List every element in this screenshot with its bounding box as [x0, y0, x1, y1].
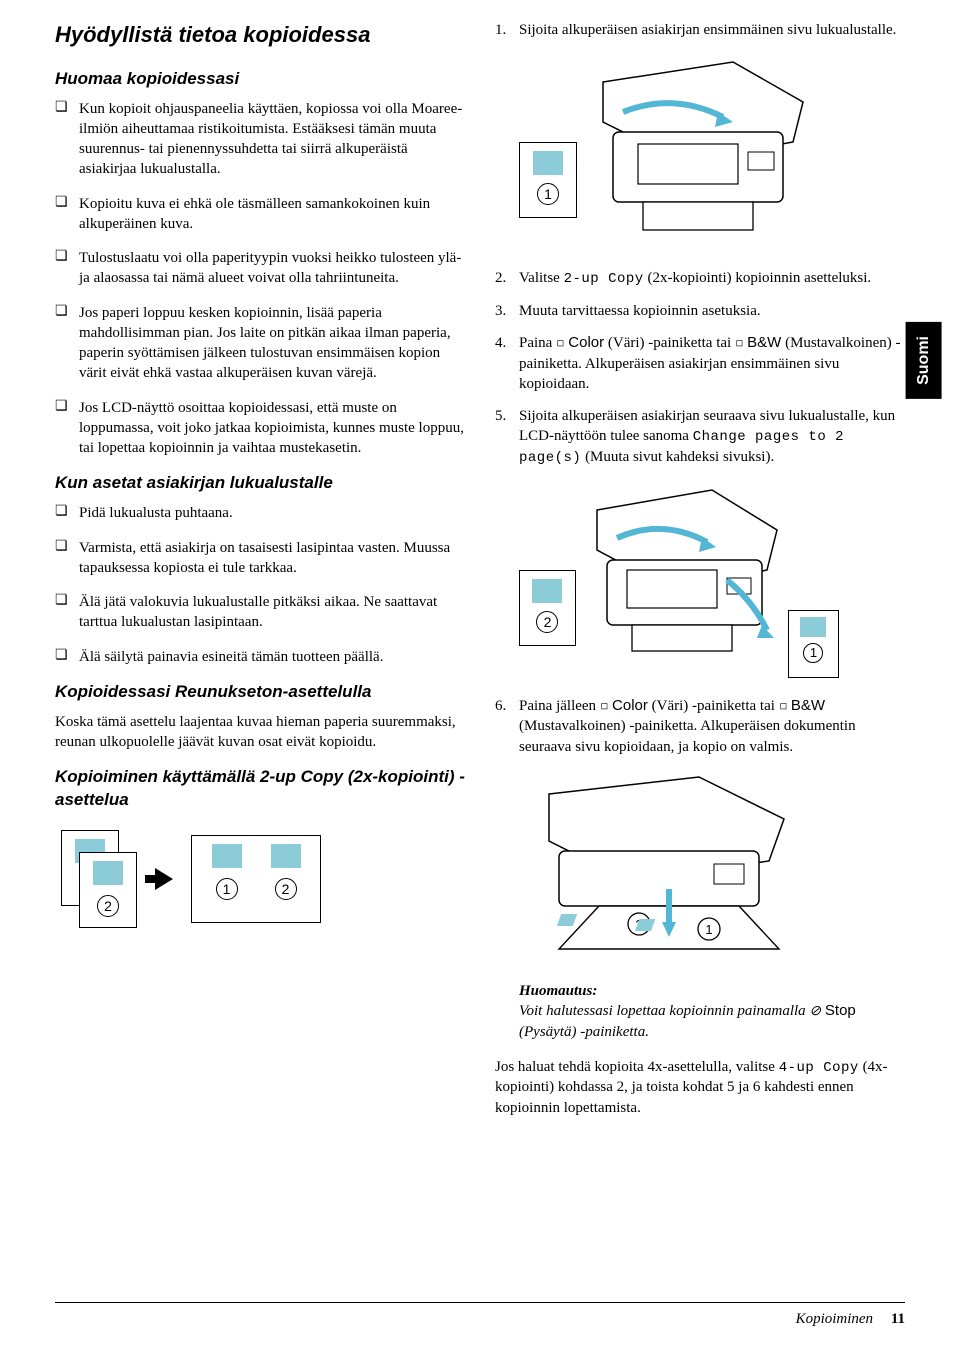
badge-2: 2: [97, 895, 119, 917]
final-paragraph: Jos haluat tehdä kopioita 4x-asettelulla…: [495, 1057, 905, 1118]
step-1: 1.Sijoita alkuperäisen asiakirjan ensimm…: [495, 20, 905, 40]
subheading-placing: Kun asetat asiakirjan lukualustalle: [55, 472, 465, 495]
step-4: 4.Paina ◇ Color (Väri) -painiketta tai ◇…: [495, 333, 905, 394]
page-footer: Kopioiminen 11: [796, 1309, 905, 1329]
main-heading: Hyödyllistä tietoa kopioidessa: [55, 20, 465, 50]
borderless-paragraph: Koska tämä asettelu laajentaa kuvaa hiem…: [55, 712, 465, 753]
left-column: Hyödyllistä tietoa kopioidessa Huomaa ko…: [55, 20, 465, 1128]
svg-text:1: 1: [705, 922, 712, 937]
list-item: Älä jätä valokuvia lukualustalle pitkäks…: [55, 592, 465, 633]
list-item: Tulostuslaatu voi olla paperityypin vuok…: [55, 248, 465, 289]
page-number: 11: [891, 1311, 905, 1327]
list-item: Jos paperi loppuu kesken kopioinnin, lis…: [55, 303, 465, 384]
printer-icon: [582, 480, 782, 680]
right-column: 1.Sijoita alkuperäisen asiakirjan ensimm…: [495, 20, 905, 1128]
note-label: Huomautus:: [519, 981, 905, 1001]
list-item: Älä säilytä painavia esineitä tämän tuot…: [55, 647, 465, 667]
page-icon-2: 2: [519, 570, 576, 646]
list-item: Kun kopioit ohjauspaneelia käyttäen, kop…: [55, 99, 465, 180]
note-block: Huomautus: Voit halutessasi lopettaa kop…: [495, 981, 905, 1042]
step-2: 2.Valitse 2-up Copy (2x-kopiointi) kopio…: [495, 268, 905, 289]
combined-page-icon: 1 2: [191, 835, 321, 923]
printer-output-icon: 2 1: [519, 769, 819, 959]
list-item: Jos LCD-näyttö osoittaa kopioidessasi, e…: [55, 398, 465, 459]
page-stack-icon: 1 2: [61, 830, 137, 928]
arrow-right-icon: [155, 868, 173, 890]
step-3: 3.Muuta tarvittaessa kopioinnin asetuksi…: [495, 301, 905, 321]
list-item: Pidä lukualusta puhtaana.: [55, 503, 465, 523]
subheading-2up: Kopioiminen käyttämällä 2-up Copy (2x-ko…: [55, 766, 465, 812]
notice-list: Kun kopioit ohjauspaneelia käyttäen, kop…: [55, 99, 465, 459]
note-body: Voit halutessasi lopettaa kopioinnin pai…: [519, 1001, 905, 1042]
footer-rule: [55, 1302, 905, 1303]
language-tab: Suomi: [906, 322, 942, 399]
list-item: Varmista, että asiakirja on tasaisesti l…: [55, 538, 465, 579]
step-6: 6.Paina jälleen ◇ Color (Väri) -painiket…: [495, 696, 905, 757]
placing-list: Pidä lukualusta puhtaana. Varmista, että…: [55, 503, 465, 667]
illustration-step6: 2 1: [495, 769, 905, 965]
subheading-notice: Huomaa kopioidessasi: [55, 68, 465, 91]
diagram-2up: 1 2 1 2: [55, 820, 465, 928]
steps-list-2: 2.Valitse 2-up Copy (2x-kopiointi) kopio…: [495, 268, 905, 468]
printer-icon: [583, 52, 813, 252]
illustration-step5: 2 1: [495, 480, 905, 680]
page-icon-1-small: 1: [788, 610, 839, 678]
page-icon: 1: [519, 142, 577, 218]
step-5: 5.Sijoita alkuperäisen asiakirjan seuraa…: [495, 406, 905, 468]
list-item: Kopioitu kuva ei ehkä ole täsmälleen sam…: [55, 194, 465, 235]
illustration-step1: 1: [495, 52, 905, 252]
steps-list: 1.Sijoita alkuperäisen asiakirjan ensimm…: [495, 20, 905, 40]
steps-list-3: 6.Paina jälleen ◇ Color (Väri) -painiket…: [495, 696, 905, 757]
footer-section: Kopioiminen: [796, 1311, 874, 1327]
subheading-borderless: Kopioidessasi Reunukseton-asettelulla: [55, 681, 465, 704]
